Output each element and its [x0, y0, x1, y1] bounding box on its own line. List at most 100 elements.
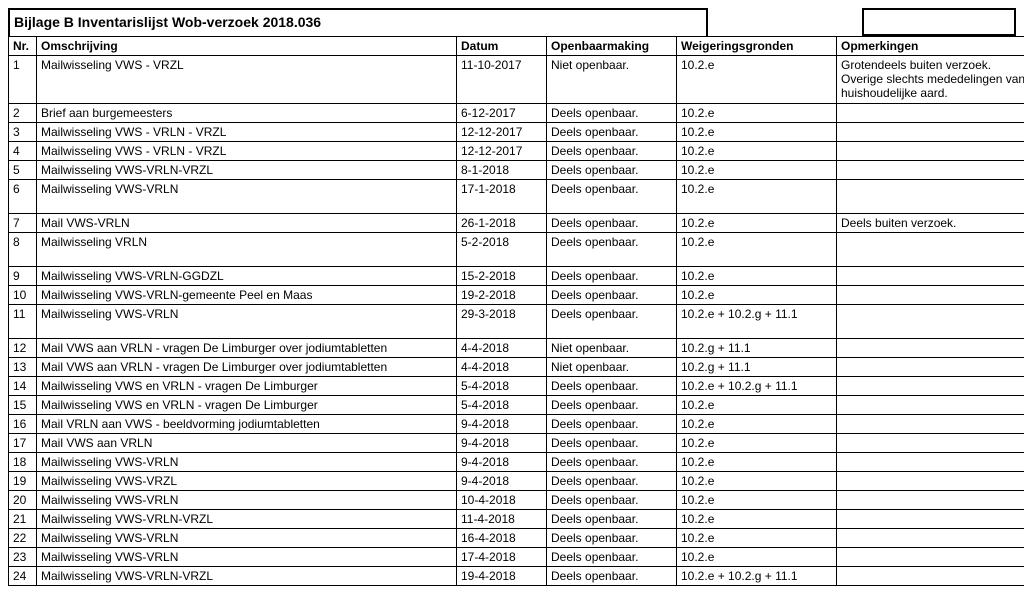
cell-oms: Mail VRLN aan VWS - beeldvorming jodiumt… [37, 415, 457, 434]
table-row: 13Mail VWS aan VRLN - vragen De Limburge… [9, 358, 1024, 377]
cell-open: Deels openbaar. [547, 142, 677, 161]
table-row: 9Mailwisseling VWS-VRLN-GGDZL15-2-2018De… [9, 267, 1024, 286]
col-open: Openbaarmaking [547, 37, 677, 56]
cell-weig: 10.2.e [677, 529, 837, 548]
cell-open: Deels openbaar. [547, 548, 677, 567]
cell-opm [837, 267, 1024, 286]
cell-dat: 5-4-2018 [457, 377, 547, 396]
cell-nr: 14 [9, 377, 37, 396]
cell-nr: 16 [9, 415, 37, 434]
cell-open: Deels openbaar. [547, 396, 677, 415]
redaction-box [862, 8, 1016, 36]
cell-oms: Mailwisseling VWS-VRLN-VRZL [37, 510, 457, 529]
table-row: 23Mailwisseling VWS-VRLN17-4-2018Deels o… [9, 548, 1024, 567]
cell-nr: 22 [9, 529, 37, 548]
cell-opm [837, 161, 1024, 180]
cell-dat: 6-12-2017 [457, 104, 547, 123]
cell-oms: Mailwisseling VWS-VRLN [37, 548, 457, 567]
cell-opm [837, 305, 1024, 339]
cell-dat: 19-2-2018 [457, 286, 547, 305]
cell-weig: 10.2.e [677, 396, 837, 415]
cell-nr: 4 [9, 142, 37, 161]
cell-nr: 12 [9, 339, 37, 358]
cell-oms: Mailwisseling VWS - VRZL [37, 56, 457, 104]
cell-nr: 15 [9, 396, 37, 415]
cell-opm [837, 567, 1024, 586]
col-dat: Datum [457, 37, 547, 56]
cell-oms: Mailwisseling VWS - VRLN - VRZL [37, 142, 457, 161]
cell-weig: 10.2.e [677, 123, 837, 142]
cell-nr: 18 [9, 453, 37, 472]
cell-oms: Mailwisseling VWS-VRLN [37, 529, 457, 548]
cell-open: Deels openbaar. [547, 104, 677, 123]
cell-dat: 5-2-2018 [457, 233, 547, 267]
cell-opm [837, 286, 1024, 305]
cell-nr: 24 [9, 567, 37, 586]
cell-weig: 10.2.e [677, 214, 837, 233]
cell-open: Deels openbaar. [547, 286, 677, 305]
table-row: 6Mailwisseling VWS-VRLN17-1-2018Deels op… [9, 180, 1024, 214]
cell-open: Niet openbaar. [547, 358, 677, 377]
cell-oms: Mail VWS aan VRLN [37, 434, 457, 453]
cell-open: Deels openbaar. [547, 123, 677, 142]
cell-opm [837, 339, 1024, 358]
cell-dat: 11-4-2018 [457, 510, 547, 529]
cell-opm [837, 396, 1024, 415]
cell-open: Deels openbaar. [547, 491, 677, 510]
cell-weig: 10.2.g + 11.1 [677, 358, 837, 377]
cell-dat: 8-1-2018 [457, 161, 547, 180]
cell-weig: 10.2.e [677, 142, 837, 161]
cell-oms: Mailwisseling VWS-VRLN-VRZL [37, 567, 457, 586]
table-row: 8Mailwisseling VRLN5-2-2018Deels openbaa… [9, 233, 1024, 267]
table-row: 22Mailwisseling VWS-VRLN16-4-2018Deels o… [9, 529, 1024, 548]
cell-weig: 10.2.e + 10.2.g + 11.1 [677, 567, 837, 586]
cell-dat: 9-4-2018 [457, 472, 547, 491]
cell-dat: 12-12-2017 [457, 142, 547, 161]
cell-opm [837, 510, 1024, 529]
cell-weig: 10.2.e [677, 548, 837, 567]
cell-nr: 17 [9, 434, 37, 453]
cell-weig: 10.2.e [677, 233, 837, 267]
cell-open: Niet openbaar. [547, 56, 677, 104]
cell-dat: 17-4-2018 [457, 548, 547, 567]
cell-oms: Mailwisseling VWS-VRLN [37, 453, 457, 472]
cell-dat: 15-2-2018 [457, 267, 547, 286]
cell-nr: 6 [9, 180, 37, 214]
cell-nr: 5 [9, 161, 37, 180]
cell-oms: Mailwisseling VWS-VRLN-GGDZL [37, 267, 457, 286]
cell-nr: 23 [9, 548, 37, 567]
cell-dat: 12-12-2017 [457, 123, 547, 142]
cell-opm [837, 180, 1024, 214]
cell-open: Deels openbaar. [547, 510, 677, 529]
table-row: 21Mailwisseling VWS-VRLN-VRZL11-4-2018De… [9, 510, 1024, 529]
cell-weig: 10.2.e [677, 267, 837, 286]
col-nr: Nr. [9, 37, 37, 56]
cell-oms: Mailwisseling VWS-VRLN-VRZL [37, 161, 457, 180]
cell-oms: Mailwisseling VRLN [37, 233, 457, 267]
cell-open: Deels openbaar. [547, 453, 677, 472]
cell-open: Deels openbaar. [547, 472, 677, 491]
table-row: 16Mail VRLN aan VWS - beeldvorming jodiu… [9, 415, 1024, 434]
cell-nr: 20 [9, 491, 37, 510]
cell-oms: Mailwisseling VWS-VRZL [37, 472, 457, 491]
cell-nr: 2 [9, 104, 37, 123]
cell-oms: Mailwisseling VWS-VRLN [37, 180, 457, 214]
cell-weig: 10.2.e + 10.2.g + 11.1 [677, 377, 837, 396]
cell-weig: 10.2.g + 11.1 [677, 339, 837, 358]
cell-opm [837, 123, 1024, 142]
table-row: 2Brief aan burgemeesters6-12-2017Deels o… [9, 104, 1024, 123]
cell-open: Deels openbaar. [547, 305, 677, 339]
page-title: Bijlage B Inventarislijst Wob-verzoek 20… [8, 8, 708, 36]
cell-nr: 3 [9, 123, 37, 142]
cell-dat: 26-1-2018 [457, 214, 547, 233]
table-row: 24Mailwisseling VWS-VRLN-VRZL19-4-2018De… [9, 567, 1024, 586]
cell-weig: 10.2.e [677, 434, 837, 453]
cell-open: Deels openbaar. [547, 434, 677, 453]
cell-opm [837, 472, 1024, 491]
cell-open: Deels openbaar. [547, 180, 677, 214]
table-row: 4Mailwisseling VWS - VRLN - VRZL12-12-20… [9, 142, 1024, 161]
cell-opm [837, 548, 1024, 567]
col-opm: Opmerkingen [837, 37, 1024, 56]
cell-nr: 1 [9, 56, 37, 104]
cell-weig: 10.2.e [677, 453, 837, 472]
